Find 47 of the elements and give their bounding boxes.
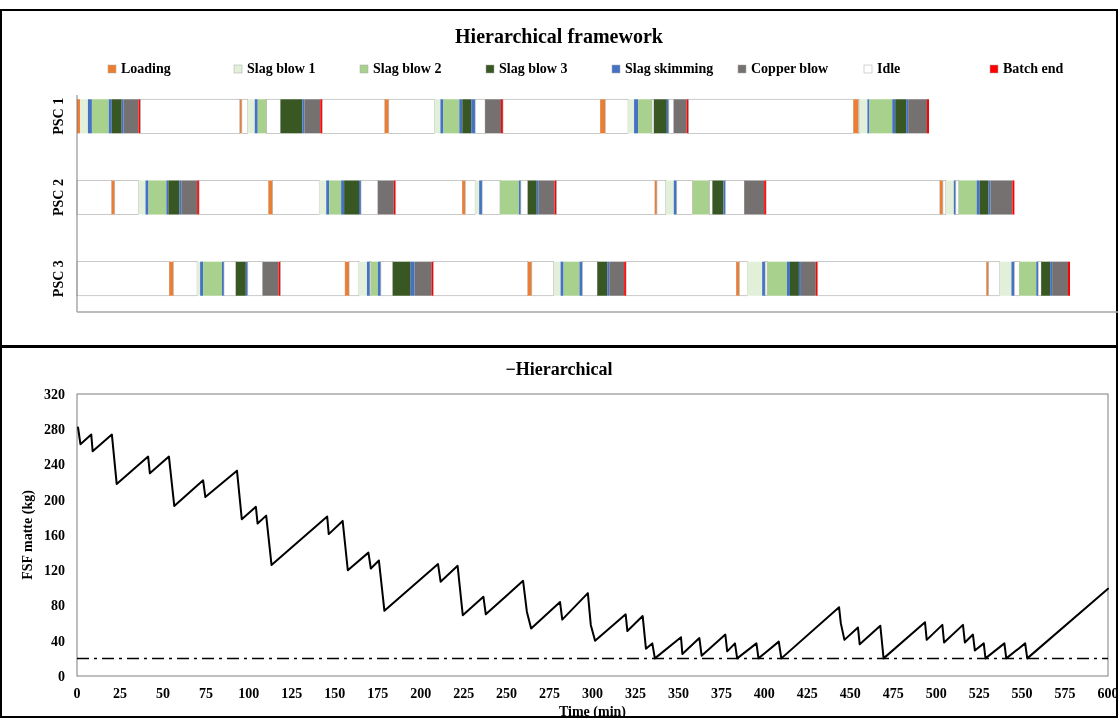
y-axis-title: FSF matte (kg) xyxy=(20,489,36,580)
x-tick-label: 475 xyxy=(882,686,904,701)
y-tick-label: PSC 2 xyxy=(51,179,66,216)
legend-label: Batch end xyxy=(1003,61,1064,76)
y-tick-label: 80 xyxy=(51,598,65,614)
legend-label: Slag blow 1 xyxy=(247,61,316,76)
x-tick-label: 300 xyxy=(582,686,603,701)
x-tick-label: 350 xyxy=(667,686,689,701)
x-tick-label: 100 xyxy=(238,686,260,701)
x-tick-label: 250 xyxy=(496,686,518,701)
y-tick-label: 200 xyxy=(44,492,65,508)
x-tick-label: 525 xyxy=(968,686,990,701)
y-tick-label: 240 xyxy=(44,457,65,473)
legend-label: Slag blow 3 xyxy=(499,61,568,76)
chart-title: Hierarchical framework xyxy=(455,25,664,47)
y-tick-label: PSC 1 xyxy=(51,97,66,135)
legend-label: Idle xyxy=(877,61,901,76)
x-tick-label: 25 xyxy=(112,686,127,701)
x-tick-label: 0 xyxy=(73,686,81,701)
legend-label: Loading xyxy=(121,61,171,76)
x-tick-label: 225 xyxy=(453,686,475,701)
y-tick-label: 0 xyxy=(58,668,65,684)
y-tick-label: 40 xyxy=(51,633,65,649)
x-tick-label: 400 xyxy=(753,686,775,701)
x-tick-label: 325 xyxy=(624,686,646,701)
legend-label: Slag blow 2 xyxy=(373,61,442,76)
x-tick-label: 200 xyxy=(410,686,432,701)
x-tick-label: 375 xyxy=(710,686,732,701)
legend-label: Slag skimming xyxy=(625,61,714,76)
x-tick-label: 550 xyxy=(1011,686,1033,701)
y-tick-label: 120 xyxy=(44,563,65,579)
x-tick-label: 50 xyxy=(155,686,170,701)
legend-label: Copper blow xyxy=(751,61,830,76)
x-tick-label: 275 xyxy=(539,686,561,701)
x-tick-label: 175 xyxy=(367,686,389,701)
y-tick-label: 320 xyxy=(44,386,65,402)
x-tick-label: 125 xyxy=(281,686,303,701)
y-tick-label: 280 xyxy=(44,422,65,438)
x-tick-label: 425 xyxy=(796,686,818,701)
x-tick-label: 150 xyxy=(324,686,346,701)
y-tick-label: 160 xyxy=(44,527,65,543)
y-tick-label: PSC 3 xyxy=(51,260,66,298)
x-tick-label: 450 xyxy=(839,686,861,701)
chart-title: −Hierarchical xyxy=(505,359,613,379)
x-tick-label: 500 xyxy=(925,686,947,701)
x-tick-label: 575 xyxy=(1054,686,1076,701)
x-tick-label: 75 xyxy=(198,686,213,701)
